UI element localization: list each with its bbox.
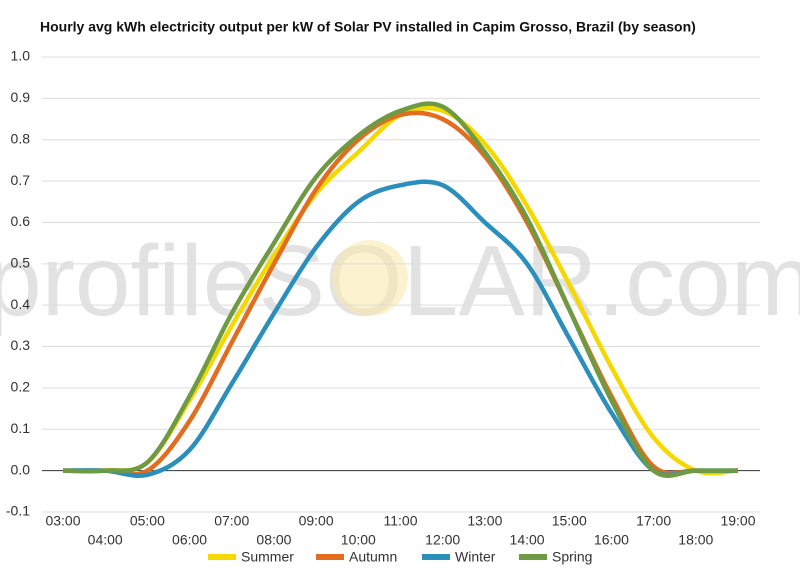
- x-tick-label: 03:00: [45, 513, 80, 529]
- x-tick-label: 15:00: [552, 513, 587, 529]
- y-tick-label: 0.4: [11, 296, 31, 312]
- y-tick-label: 0.5: [11, 255, 31, 271]
- y-tick-label: -0.1: [6, 503, 30, 519]
- x-tick-label: 09:00: [299, 513, 334, 529]
- x-tick-label: 13:00: [467, 513, 502, 529]
- x-tick-label: 16:00: [594, 532, 629, 548]
- x-tick-label: 18:00: [678, 532, 713, 548]
- legend-swatch: [519, 554, 547, 560]
- y-tick-label: 0.6: [11, 213, 31, 229]
- legend-swatch: [422, 554, 450, 560]
- legend-label: Autumn: [349, 549, 397, 565]
- x-tick-label: 08:00: [256, 532, 291, 548]
- x-tick-label: 05:00: [130, 513, 165, 529]
- y-tick-label: 0.3: [11, 337, 31, 353]
- x-tick-label: 11:00: [384, 513, 418, 529]
- x-tick-label: 12:00: [425, 532, 460, 548]
- x-tick-label: 14:00: [510, 532, 545, 548]
- y-tick-label: 0.8: [11, 130, 31, 146]
- legend-swatch: [208, 554, 236, 560]
- series-line: [62, 101, 738, 479]
- x-tick-label: 10:00: [341, 532, 376, 548]
- y-tick-label: 0.0: [11, 461, 31, 477]
- y-tick-label: 0.9: [11, 89, 31, 105]
- y-tick-label: 0.7: [11, 172, 31, 188]
- legend-swatch: [316, 554, 344, 560]
- x-tick-label: 04:00: [88, 532, 123, 548]
- x-tick-label: 19:00: [720, 513, 755, 529]
- legend-label: Spring: [552, 549, 592, 565]
- y-tick-label: 0.1: [11, 420, 31, 436]
- x-tick-label: 17:00: [636, 513, 671, 529]
- x-tick-label: 06:00: [172, 532, 207, 548]
- chart-title: Hourly avg kWh electricity output per kW…: [40, 19, 696, 35]
- x-tick-label: 07:00: [214, 513, 249, 529]
- series-line: [62, 179, 738, 478]
- y-tick-label: 1.0: [11, 48, 31, 64]
- legend-label: Summer: [241, 549, 294, 565]
- y-tick-label: 0.2: [11, 379, 31, 395]
- watermark-sun: [332, 240, 408, 316]
- legend-label: Winter: [455, 549, 496, 565]
